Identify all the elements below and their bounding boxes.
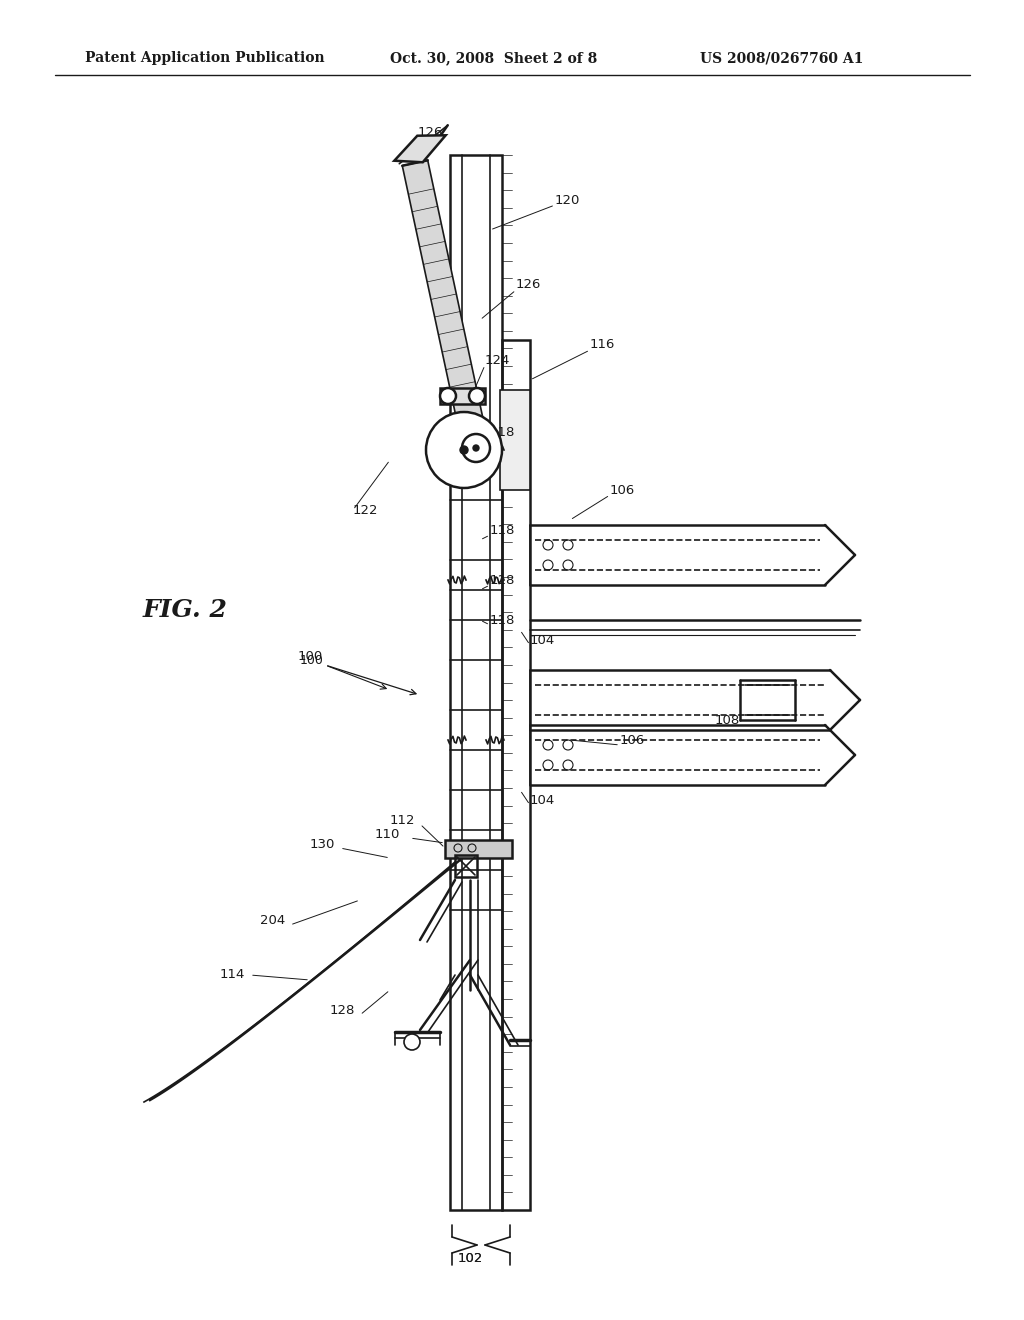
Circle shape (460, 446, 468, 454)
Text: 106: 106 (610, 483, 635, 496)
Polygon shape (402, 160, 488, 450)
Circle shape (469, 388, 485, 404)
Text: 102: 102 (458, 1251, 482, 1265)
Circle shape (440, 388, 456, 404)
Text: 126: 126 (516, 279, 542, 292)
Text: 104: 104 (530, 793, 555, 807)
Circle shape (462, 434, 490, 462)
Text: US 2008/0267760 A1: US 2008/0267760 A1 (700, 51, 863, 65)
Text: Patent Application Publication: Patent Application Publication (85, 51, 325, 65)
Text: 204: 204 (260, 913, 285, 927)
Bar (502, 341, 530, 1210)
Text: 124: 124 (485, 354, 510, 367)
Bar (455, 855, 477, 876)
Text: 104: 104 (530, 634, 555, 647)
Text: 130: 130 (309, 838, 335, 851)
Bar (440, 388, 485, 404)
Text: 106: 106 (620, 734, 645, 747)
Text: 116: 116 (590, 338, 615, 351)
Text: 126: 126 (418, 125, 442, 139)
Text: 118: 118 (490, 614, 515, 627)
Text: 108: 108 (715, 714, 740, 726)
Bar (445, 840, 512, 858)
Text: 100: 100 (300, 653, 324, 667)
Text: 120: 120 (555, 194, 581, 206)
Bar (500, 389, 530, 490)
Text: 122: 122 (353, 503, 379, 516)
Text: 118: 118 (490, 425, 515, 438)
Text: FIG. 2: FIG. 2 (142, 598, 227, 622)
Text: 114: 114 (219, 969, 245, 982)
Polygon shape (394, 135, 445, 162)
Text: 100: 100 (297, 649, 323, 663)
Text: Oct. 30, 2008  Sheet 2 of 8: Oct. 30, 2008 Sheet 2 of 8 (390, 51, 597, 65)
Text: 110: 110 (375, 829, 400, 842)
Text: 128: 128 (330, 1003, 355, 1016)
Text: 118: 118 (490, 524, 515, 536)
Text: 112: 112 (389, 813, 415, 826)
Bar (450, 154, 502, 1210)
Circle shape (426, 412, 502, 488)
Circle shape (404, 1034, 420, 1049)
Circle shape (473, 445, 479, 451)
Text: 118: 118 (490, 573, 515, 586)
Text: 102: 102 (458, 1251, 482, 1265)
